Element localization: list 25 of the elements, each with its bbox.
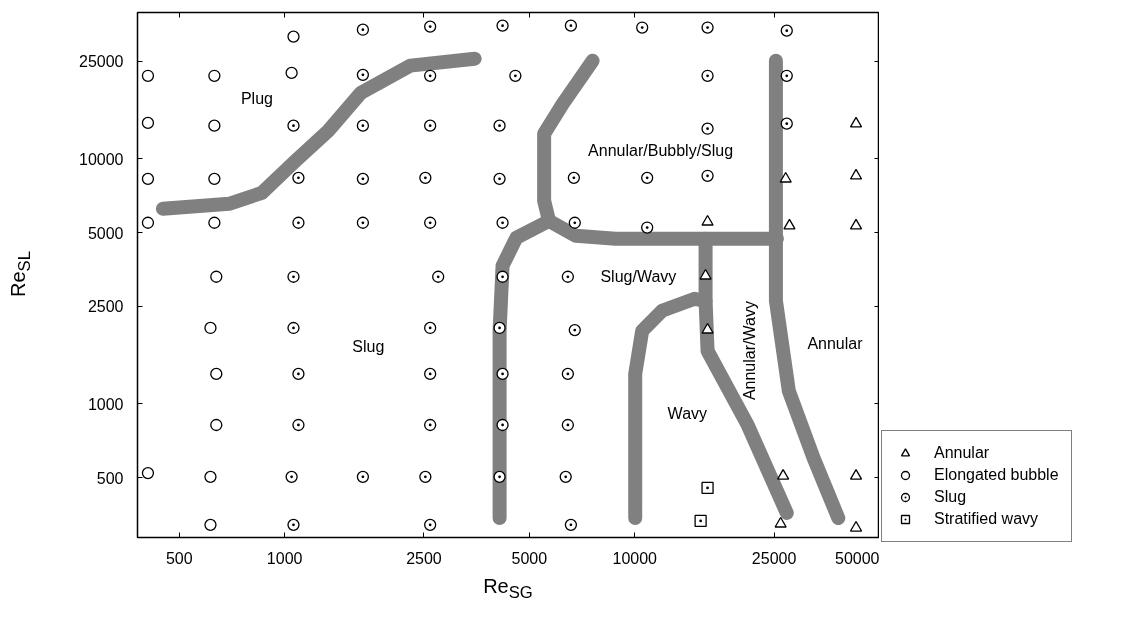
x-tick-label: 50000 — [835, 549, 880, 567]
annotation: Annular — [807, 334, 864, 352]
legend-label: Stratified wavy — [934, 510, 1039, 528]
y-tick-label: 5000 — [87, 224, 124, 242]
annotation: Wavy — [667, 405, 708, 423]
x-tick-label: 5000 — [511, 549, 548, 567]
x-tick-label: 2500 — [406, 549, 442, 567]
x-tick-label: 10000 — [612, 549, 658, 567]
annotation: Annular/Bubbly/Slug — [588, 142, 734, 160]
annotation: Slug/Wavy — [600, 268, 677, 286]
x-tick-label: 25000 — [751, 549, 797, 567]
y-tick-label: 25000 — [79, 53, 124, 71]
y-tick-label: 1000 — [87, 395, 124, 413]
x-tick-label: 500 — [165, 549, 193, 567]
x-tick-label: 1000 — [266, 549, 303, 567]
annotation: Slug — [352, 337, 385, 355]
y-tick-label: 500 — [96, 469, 124, 487]
annotation: Plug — [240, 90, 273, 108]
y-tick-label: 2500 — [87, 298, 124, 316]
x-axis-title: Re$_{SG}$ — [483, 574, 533, 604]
legend-label: Slug — [934, 488, 967, 506]
y-tick-label: 10000 — [79, 150, 124, 168]
annotation: Annular/Wavy — [741, 301, 759, 401]
legend-label: Annular — [934, 444, 990, 462]
legend-label: Elongated bubble — [934, 466, 1059, 484]
